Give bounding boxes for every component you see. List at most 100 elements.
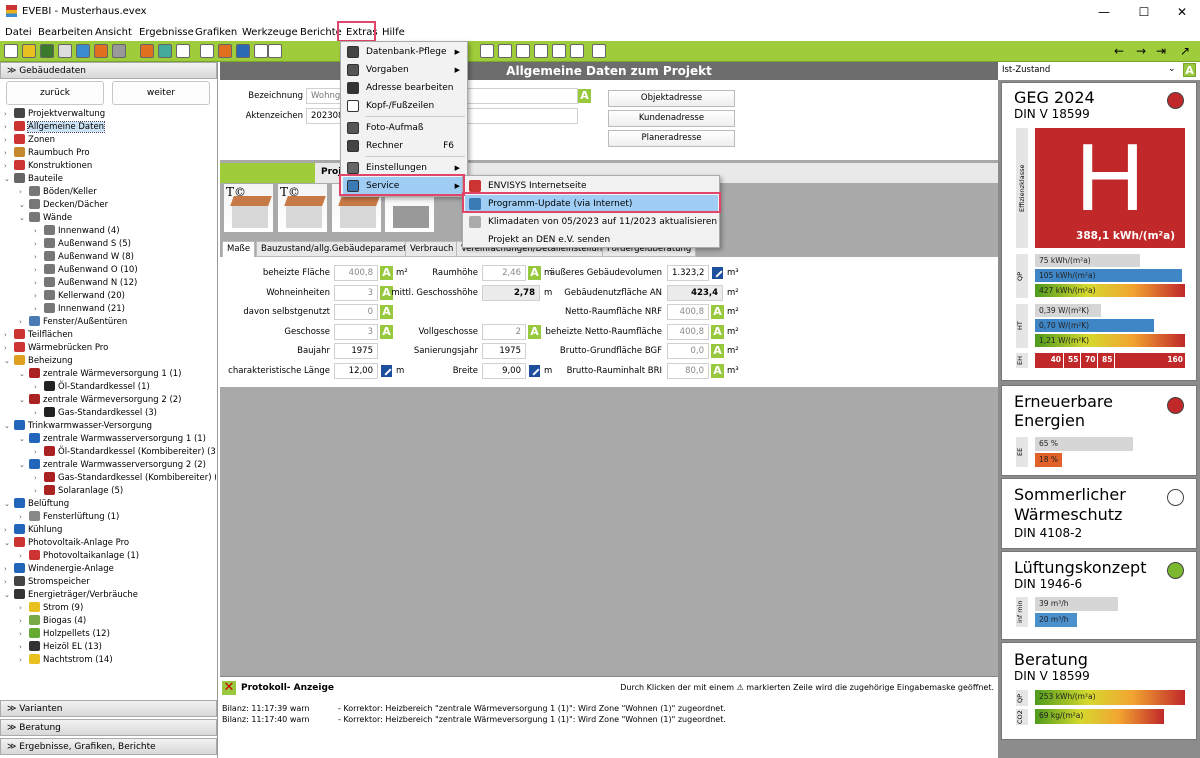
tree-item[interactable]: › Photovoltaikanlage (1) [4, 550, 216, 563]
tab-masse[interactable]: Maße [222, 241, 256, 258]
variant-badge[interactable]: A [1183, 63, 1196, 77]
expand-toggle-icon[interactable]: › [34, 383, 37, 391]
menu-item[interactable]: Service ▶ [343, 177, 466, 195]
field-input[interactable]: 400,8 [667, 323, 709, 340]
field-input[interactable]: 400,8 [667, 304, 709, 321]
expand-toggle-icon[interactable]: ⌄ [4, 422, 10, 430]
expand-toggle-icon[interactable]: › [19, 617, 22, 625]
field-input[interactable]: 12,00 [334, 363, 378, 379]
tree-item[interactable]: › Holzpellets (12) [4, 628, 216, 641]
tree-item[interactable]: › Gas-Standardkessel (Kombibereiter) (4) [4, 472, 216, 485]
variant-select[interactable]: Ist-Zustand ⌄ A [998, 62, 1200, 80]
toolbar-nav-icon[interactable]: ↗ [1179, 44, 1191, 58]
tree-item[interactable]: ⌄ Beheizung [4, 355, 216, 368]
expand-toggle-icon[interactable]: › [19, 318, 22, 326]
menu-ergebnisse[interactable]: Ergebnisse [139, 27, 194, 38]
tree-item[interactable]: › Öl-Standardkessel (Kombibereiter) (3) [4, 446, 216, 459]
expand-toggle-icon[interactable]: › [4, 344, 7, 352]
tree-item[interactable]: ⌄ Energieträger/Verbräuche [4, 589, 216, 602]
tree-item[interactable]: ⌄ zentrale Warmwasserversorgung 2 (2) [4, 459, 216, 472]
expand-toggle-icon[interactable]: › [19, 552, 22, 560]
auto-calc-badge[interactable]: A [528, 266, 541, 280]
field-input[interactable]: 1975 [482, 343, 526, 360]
tree-item[interactable]: ⌄ zentrale Warmwasserversorgung 1 (1) [4, 433, 216, 446]
auto-calc-badge[interactable]: A [711, 324, 724, 339]
menu-ansicht[interactable]: Ansicht [95, 27, 132, 38]
tree-item[interactable]: › Innenwand (21) [4, 303, 216, 316]
tree-item[interactable]: › Solaranlage (5) [4, 485, 216, 498]
toolbar-button-icon[interactable] [480, 44, 494, 58]
auto-calc-badge[interactable]: A [711, 344, 724, 359]
auto-calc-badge[interactable]: A [380, 285, 393, 300]
tree-item[interactable]: ⌄ Bauteile [4, 173, 216, 186]
tree-item[interactable]: › Kühlung [4, 524, 216, 537]
menu-hilfe[interactable]: Hilfe [382, 27, 405, 38]
erneuerbare-card[interactable]: Erneuerbare Energien EE 65 % 18 % [1001, 385, 1197, 476]
tree-item[interactable]: › Projektverwaltung [4, 108, 216, 121]
expand-toggle-icon[interactable]: › [4, 123, 7, 131]
edit-pencil-icon[interactable] [528, 364, 541, 378]
toolbar-button-icon[interactable] [76, 44, 90, 58]
expand-toggle-icon[interactable]: ⌄ [19, 396, 25, 404]
toolbar-nav-icon[interactable]: ⇥ [1155, 44, 1167, 58]
expand-toggle-icon[interactable]: ⌄ [4, 500, 10, 508]
expand-toggle-icon[interactable]: › [4, 162, 7, 170]
tree-item[interactable]: › Fenster/Außentüren [4, 316, 216, 329]
toolbar-button-icon[interactable] [158, 44, 172, 58]
tree-item[interactable]: › Konstruktionen [4, 160, 216, 173]
expand-toggle-icon[interactable]: › [19, 630, 22, 638]
building-thumbnail[interactable]: T© [277, 183, 328, 233]
field-input[interactable]: 80,0 [667, 363, 709, 379]
toolbar-button-icon[interactable] [552, 44, 566, 58]
expand-toggle-icon[interactable]: › [4, 331, 7, 339]
expand-toggle-icon[interactable]: ⌄ [19, 370, 25, 378]
section-ergebnisse[interactable]: ≫ Ergebnisse, Grafiken, Berichte [0, 738, 217, 755]
expand-toggle-icon[interactable]: › [34, 292, 37, 300]
field-input[interactable]: 0 [334, 304, 378, 321]
submenu-item[interactable]: Klimadaten von 05/2023 auf 11/2023 aktua… [465, 213, 718, 231]
expand-toggle-icon[interactable]: › [34, 253, 37, 261]
tree-item[interactable]: › Zonen [4, 134, 216, 147]
toolbar-button-icon[interactable] [570, 44, 584, 58]
expand-toggle-icon[interactable]: ⌄ [19, 201, 25, 209]
tree-item[interactable]: › Öl-Standardkessel (1) [4, 381, 216, 394]
expand-toggle-icon[interactable]: › [4, 565, 7, 573]
menu-extras[interactable]: Extras [346, 27, 378, 38]
expand-toggle-icon[interactable]: › [34, 487, 37, 495]
tree-item[interactable]: ⌄ Wände [4, 212, 216, 225]
tree-item[interactable]: ⌄ Decken/Dächer [4, 199, 216, 212]
tree-item[interactable]: › Gas-Standardkessel (3) [4, 407, 216, 420]
expand-toggle-icon[interactable]: ⌄ [4, 539, 10, 547]
tree-item[interactable]: ⌄ Belüftung [4, 498, 216, 511]
close-protokoll-icon[interactable]: ✕ [222, 680, 236, 695]
field-input[interactable]: 3 [334, 284, 378, 301]
tree-item[interactable]: › Außenwand W (8) [4, 251, 216, 264]
menu-item[interactable]: Einstellungen ▶ [343, 159, 466, 177]
expand-toggle-icon[interactable]: ⌄ [19, 435, 25, 443]
tree-item[interactable]: › Stromspeicher [4, 576, 216, 589]
menu-item[interactable]: Rechner F6 [343, 137, 466, 155]
section-beratung[interactable]: ≫ Beratung [0, 719, 217, 736]
field-input[interactable]: 400,8 [334, 265, 378, 281]
toolbar-button-icon[interactable] [112, 44, 126, 58]
expand-toggle-icon[interactable]: › [4, 578, 7, 586]
menu-item[interactable]: Kopf-/Fußzeilen [343, 97, 466, 115]
expand-toggle-icon[interactable]: ⌄ [19, 461, 25, 469]
menu-item[interactable]: Vorgaben ▶ [343, 61, 466, 79]
toolbar-button-icon[interactable] [4, 44, 18, 58]
section-varianten[interactable]: ≫ Varianten [0, 700, 217, 717]
auto-calc-badge[interactable]: A [380, 305, 393, 320]
expand-toggle-icon[interactable]: › [34, 279, 37, 287]
gebaeudedaten-header[interactable]: ≫ Gebäudedaten [0, 62, 217, 79]
toolbar-button-icon[interactable] [176, 44, 190, 58]
toolbar-button-icon[interactable] [516, 44, 530, 58]
toolbar-button-icon[interactable] [218, 44, 232, 58]
toolbar-nav-icon[interactable]: ← [1113, 44, 1125, 58]
auto-calc-badge[interactable]: A [380, 324, 393, 339]
toolbar-button-icon[interactable] [58, 44, 72, 58]
tree-item[interactable]: › Strom (9) [4, 602, 216, 615]
submenu-item[interactable]: Projekt an DEN e.V. senden [465, 231, 718, 249]
tree-item[interactable]: › Biogas (4) [4, 615, 216, 628]
tree-item[interactable]: › Kellerwand (20) [4, 290, 216, 303]
tree-item[interactable]: › Allgemeine Daten [4, 121, 216, 134]
